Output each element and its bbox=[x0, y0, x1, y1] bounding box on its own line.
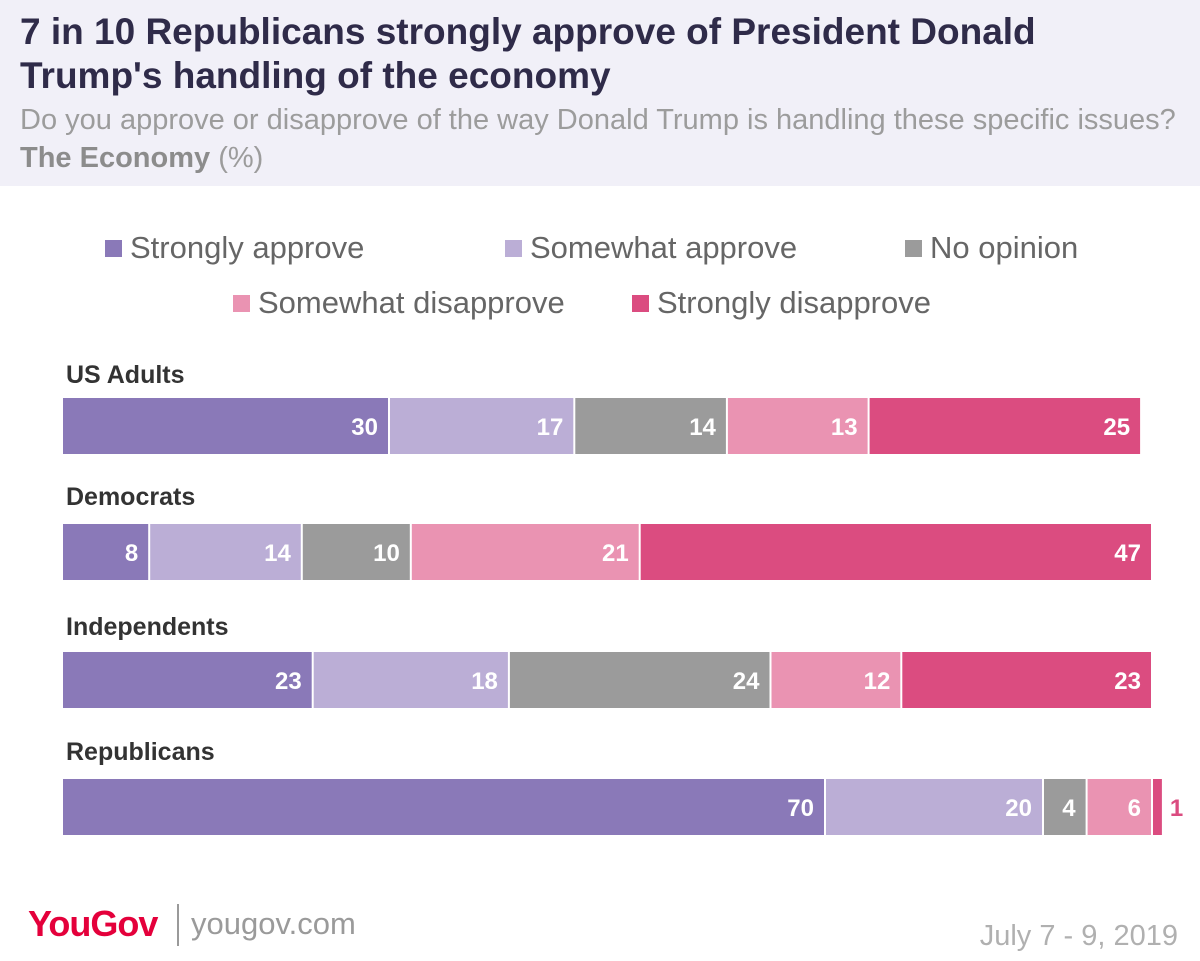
bar-republicans-no-opinion bbox=[1044, 779, 1086, 835]
bar-democrats-no-opinion bbox=[302, 524, 410, 580]
bar-us-adults-somewhat-approve bbox=[390, 398, 574, 454]
bar-republicans-somewhat-disapprove bbox=[1087, 779, 1151, 835]
value-label-us-adults-strongly-approve: 30 bbox=[351, 414, 378, 441]
legend-label: Strongly disapprove bbox=[657, 285, 931, 320]
value-label-independents-no-opinion: 24 bbox=[733, 668, 760, 695]
bar-independents-somewhat-approve bbox=[313, 652, 508, 708]
bar-us-adults-no-opinion bbox=[575, 398, 726, 454]
bar-independents-somewhat-disapprove bbox=[771, 652, 901, 708]
group-label-independents: Independents bbox=[66, 613, 229, 641]
legend-swatch bbox=[632, 294, 649, 312]
legend-item-somewhat-approve: Somewhat approve bbox=[505, 230, 797, 266]
value-label-us-adults-no-opinion: 14 bbox=[689, 414, 716, 441]
legend-item-no-opinion: No opinion bbox=[905, 230, 1078, 266]
footer-date: July 7 - 9, 2019 bbox=[979, 920, 1178, 952]
bar-republicans-strongly-approve bbox=[63, 779, 824, 835]
chart-legend: Strongly approve Somewhat approve No opi… bbox=[0, 0, 1200, 320]
bar-democrats-strongly-disapprove bbox=[640, 524, 1151, 580]
value-label-independents-strongly-approve: 23 bbox=[275, 668, 302, 695]
bar-independents-no-opinion bbox=[509, 652, 770, 708]
value-label-independents-somewhat-disapprove: 12 bbox=[864, 668, 891, 695]
bar-democrats-somewhat-approve bbox=[150, 524, 301, 580]
subtitle-topic: The Economy bbox=[20, 142, 211, 174]
value-label-republicans-somewhat-disapprove: 6 bbox=[1128, 795, 1141, 822]
group-label-republicans: Republicans bbox=[66, 738, 215, 766]
legend-swatch bbox=[233, 294, 250, 312]
bar-democrats-somewhat-disapprove bbox=[411, 524, 639, 580]
value-label-democrats-strongly-approve: 8 bbox=[125, 540, 138, 567]
value-label-us-adults-strongly-disapprove: 25 bbox=[1103, 414, 1130, 441]
value-label-independents-somewhat-approve: 18 bbox=[471, 668, 498, 695]
value-label-democrats-strongly-disapprove: 47 bbox=[1114, 540, 1141, 567]
bar-independents-strongly-disapprove bbox=[902, 652, 1151, 708]
group-label-us-adults: US Adults bbox=[66, 361, 185, 389]
bar-us-adults-strongly-approve bbox=[63, 398, 388, 454]
legend-label: Somewhat disapprove bbox=[258, 285, 565, 320]
legend-label: No opinion bbox=[930, 230, 1079, 265]
bar-democrats-strongly-approve bbox=[63, 524, 149, 580]
value-label-democrats-no-opinion: 10 bbox=[373, 540, 400, 567]
footer-divider bbox=[177, 904, 179, 946]
chart-subtitle: Do you approve or disapprove of the way … bbox=[20, 101, 1185, 177]
legend-label: Somewhat approve bbox=[530, 230, 798, 265]
legend-item-strongly-approve: Strongly approve bbox=[105, 230, 364, 266]
yougov-logo: YouGov bbox=[28, 903, 158, 944]
header-panel: 7 in 10 Republicans strongly approve of … bbox=[0, 0, 1200, 186]
bar-republicans-strongly-disapprove bbox=[1153, 779, 1162, 835]
value-label-democrats-somewhat-approve: 14 bbox=[264, 540, 291, 567]
legend-item-strongly-disapprove: Strongly disapprove bbox=[632, 285, 931, 321]
group-label-democrats: Democrats bbox=[66, 483, 196, 511]
legend-label: Strongly approve bbox=[130, 230, 365, 265]
subtitle-unit: (%) bbox=[218, 142, 264, 174]
bar-us-adults-somewhat-disapprove bbox=[727, 398, 868, 454]
legend-swatch bbox=[505, 239, 522, 257]
value-label-us-adults-somewhat-disapprove: 13 bbox=[831, 414, 858, 441]
value-label-republicans-somewhat-approve: 20 bbox=[1005, 795, 1032, 822]
legend-item-somewhat-disapprove: Somewhat disapprove bbox=[233, 285, 565, 321]
subtitle-question: Do you approve or disapprove of the way … bbox=[20, 104, 1176, 136]
bar-independents-strongly-approve bbox=[63, 652, 312, 708]
legend-swatch bbox=[105, 239, 122, 257]
value-label-republicans-strongly-approve: 70 bbox=[787, 795, 814, 822]
value-label-us-adults-somewhat-approve: 17 bbox=[537, 414, 564, 441]
bar-republicans-somewhat-approve bbox=[826, 779, 1042, 835]
value-label-republicans-strongly-disapprove: 1 bbox=[1170, 795, 1183, 822]
footer-site: yougov.com bbox=[191, 906, 356, 941]
value-label-democrats-somewhat-disapprove: 21 bbox=[602, 540, 629, 567]
value-label-independents-strongly-disapprove: 23 bbox=[1114, 668, 1141, 695]
value-label-republicans-no-opinion: 4 bbox=[1062, 795, 1076, 822]
bar-us-adults-strongly-disapprove bbox=[869, 398, 1141, 454]
legend-swatch bbox=[905, 239, 922, 257]
chart-title: 7 in 10 Republicans strongly approve of … bbox=[20, 11, 1036, 96]
